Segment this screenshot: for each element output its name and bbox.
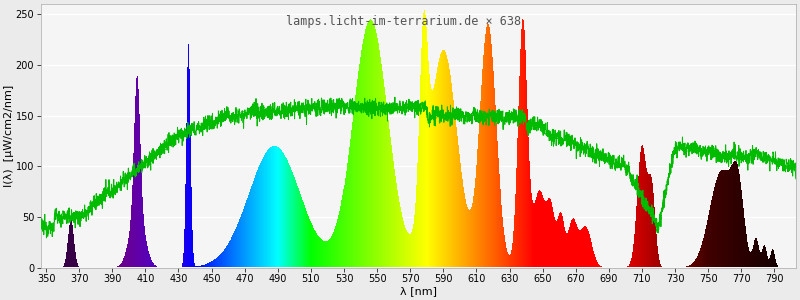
Text: lamps.licht-im-terrarium.de × 638: lamps.licht-im-terrarium.de × 638 (286, 15, 521, 28)
X-axis label: λ [nm]: λ [nm] (400, 286, 437, 296)
Y-axis label: I(λ)  [µW/cm2/nm]: I(λ) [µW/cm2/nm] (4, 85, 14, 187)
